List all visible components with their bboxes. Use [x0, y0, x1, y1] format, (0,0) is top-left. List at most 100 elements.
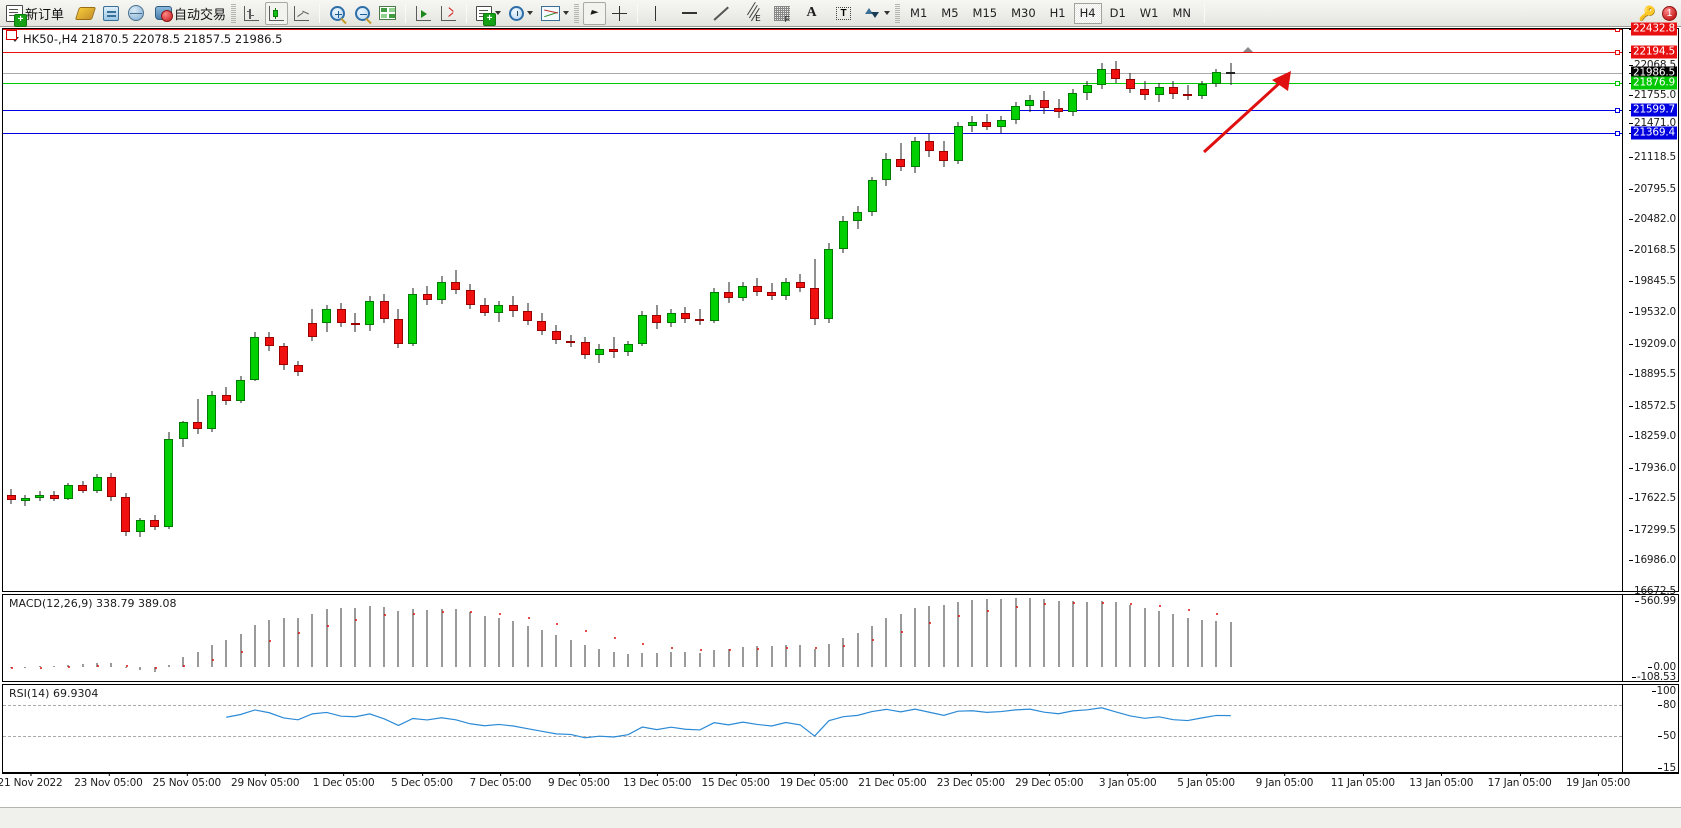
macd-histogram-bar [354, 607, 357, 668]
time-axis[interactable]: 21 Nov 2022 23 Nov 05:00 25 Nov 05:00 29 No… [0, 773, 1679, 795]
gold-button[interactable] [74, 2, 97, 25]
rsi-panel[interactable]: RSI(14) 69.9304 100 80 50 15 [2, 684, 1679, 774]
price-plot[interactable] [3, 29, 1622, 591]
macd-histogram-bar [756, 646, 759, 668]
notification-badge[interactable]: 1 [1662, 5, 1677, 21]
toolbar-grip-1[interactable] [231, 3, 237, 23]
price-label-order-line-1[interactable]: 22432.8 [1630, 22, 1677, 36]
zoom-out-button[interactable] [351, 2, 374, 25]
candle-body-dn [896, 159, 906, 167]
indicators-button[interactable] [473, 2, 504, 26]
rsi-axis: 100 80 50 15 [1622, 685, 1678, 774]
period-button[interactable] [506, 2, 536, 25]
price-axis[interactable]: 22432.822194.522068.521986.521876.921755… [1622, 22, 1678, 597]
shapes-button[interactable] [862, 2, 893, 25]
data-window-button[interactable] [376, 2, 399, 25]
level-line-last-price[interactable] [3, 72, 1622, 74]
candlestick [408, 29, 418, 591]
rsi-plot[interactable] [3, 685, 1622, 772]
macd-plot[interactable] [3, 595, 1622, 681]
price-label-take-profit[interactable]: 21876.9 [1630, 76, 1677, 90]
level-line-order-line-2[interactable] [3, 50, 1622, 56]
timeframe-m30[interactable]: M30 [1011, 6, 1036, 20]
indicators-dropdown-caret[interactable] [495, 11, 502, 15]
level-line-take-profit[interactable] [3, 81, 1622, 87]
macd-histogram-bar [1143, 608, 1146, 668]
macd-histogram-bar [741, 646, 744, 668]
zoom-in-icon [330, 5, 346, 21]
candlestick [35, 29, 45, 591]
candlestick [996, 29, 1006, 591]
price-label-stop-1[interactable]: 21599.7 [1630, 103, 1677, 117]
chart-shift-button[interactable] [412, 2, 435, 25]
toolbar-grip-3[interactable] [895, 3, 901, 23]
zoom-in-button[interactable] [326, 2, 349, 25]
bar-chart-button[interactable] [240, 2, 263, 25]
toolbar-grip-2[interactable] [574, 3, 580, 23]
candlestick [437, 29, 446, 591]
terminal-window-button[interactable] [99, 2, 122, 25]
price-label-order-line-2[interactable]: 22194.5 [1630, 45, 1677, 59]
candlestick [1168, 29, 1178, 591]
new-order-button[interactable]: 新订单 [3, 2, 67, 27]
candle-wick [699, 309, 701, 325]
templates-button[interactable] [538, 2, 572, 25]
price-chart-panel[interactable]: HK50-,H4 21870.5 22078.5 21857.5 21986.5… [2, 22, 1679, 597]
auto-scroll-button[interactable] [437, 2, 460, 25]
market-watch-button[interactable] [124, 2, 147, 25]
candlestick [293, 29, 303, 591]
macd-panel[interactable]: MACD(12,26,9) 338.79 389.08 560.99 0.00 -1… [2, 594, 1679, 683]
candle-body-up [365, 301, 375, 325]
level-line-handle[interactable] [1615, 29, 1620, 32]
timeframe-m15[interactable]: M15 [972, 6, 998, 20]
level-line-stop-1[interactable] [3, 108, 1622, 114]
candle-body-dn [379, 301, 389, 320]
timeframe-w1[interactable]: W1 [1139, 6, 1159, 20]
macd-histogram-bar [512, 621, 515, 668]
vertical-line-button[interactable] [644, 2, 667, 25]
horizontal-line-button[interactable] [678, 2, 701, 25]
level-line-stop-2[interactable] [3, 130, 1622, 136]
crosshair-button[interactable] [608, 2, 631, 25]
text-button[interactable]: A [800, 2, 823, 25]
timeframe-h4[interactable]: H4 [1073, 2, 1102, 24]
time-tick: 21 Nov 2022 [0, 773, 63, 789]
auto-trade-button[interactable]: 自动交易 [152, 2, 229, 25]
zoom-out-icon [355, 5, 371, 21]
bullish-arrow-annotation[interactable] [1196, 66, 1306, 156]
timeframe-m1[interactable]: M1 [910, 6, 928, 20]
rsi-line [226, 707, 1231, 739]
period-dropdown-caret[interactable] [527, 11, 534, 15]
candlestick [365, 29, 375, 591]
fibonacci-button[interactable]: E [740, 1, 763, 25]
macd-histogram-bar [670, 652, 673, 668]
timeframe-h1[interactable]: H1 [1049, 6, 1066, 20]
trendline-button[interactable] [710, 2, 733, 25]
price-label-last-price[interactable]: 21986.5 [1630, 66, 1677, 80]
macd-histogram-bar [469, 611, 472, 668]
timeframe-d1[interactable]: D1 [1109, 6, 1126, 20]
level-line-order-line-1[interactable] [3, 29, 1622, 32]
timeframe-m5[interactable]: M5 [941, 6, 959, 20]
candle-body-dn [551, 330, 561, 341]
key-icon[interactable]: 🔑 [1638, 4, 1656, 21]
candlestick [537, 29, 547, 591]
candlestick [680, 29, 690, 591]
templates-dropdown-caret[interactable] [563, 11, 570, 15]
macd-signal-point [1187, 609, 1190, 612]
shapes-dropdown-caret[interactable] [884, 11, 891, 15]
candlestick-chart-button[interactable] [265, 1, 289, 25]
text-box-button[interactable]: T [832, 2, 855, 25]
price-label-stop-2[interactable]: 21369.4 [1630, 126, 1677, 140]
candle-body-up [1011, 106, 1020, 120]
candlestick [236, 29, 246, 591]
text-label-button[interactable]: F [770, 2, 793, 25]
level-line-handle[interactable] [1615, 130, 1620, 136]
level-line-handle[interactable] [1615, 50, 1620, 56]
level-line-handle[interactable] [1615, 81, 1620, 87]
timeframe-mn[interactable]: MN [1172, 6, 1191, 20]
level-line-handle[interactable] [1615, 108, 1620, 114]
line-chart-button[interactable] [290, 2, 313, 25]
cursor-button[interactable] [583, 1, 607, 25]
